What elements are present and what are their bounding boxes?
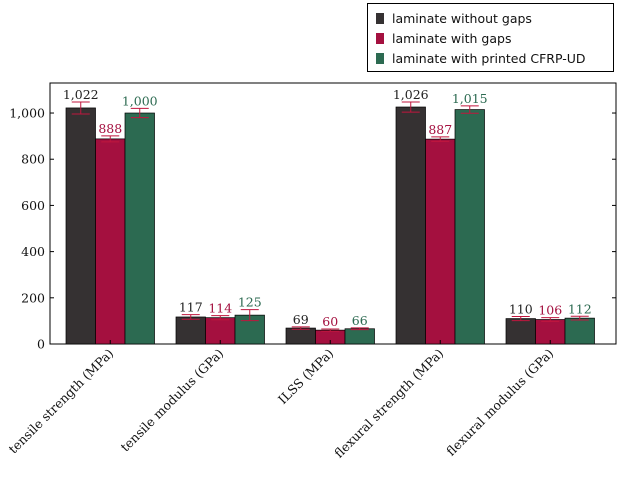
bar <box>95 138 126 345</box>
bar <box>175 316 206 345</box>
legend-label-without-gaps: laminate without gaps <box>392 10 532 26</box>
legend-item-without-gaps: laminate without gaps <box>376 8 607 28</box>
y-tick-label: 200 <box>21 290 45 305</box>
legend-item-with-gaps: laminate with gaps <box>376 28 607 48</box>
data-label: 1,022 <box>63 87 99 102</box>
data-label: 106 <box>538 303 562 318</box>
data-label: 1,015 <box>452 91 488 106</box>
legend-label-printed-cfrp: laminate with printed CFRP-UD <box>392 50 586 66</box>
y-tick-label: 1,000 <box>9 106 45 121</box>
legend: laminate without gaps laminate with gaps… <box>367 3 614 72</box>
x-tick-label: tensile strength (MPa) <box>5 346 116 457</box>
bar <box>285 327 316 345</box>
bar <box>564 317 595 345</box>
x-tick-label: tensile modulus (GPa) <box>117 346 226 455</box>
y-tick-label: 0 <box>37 337 45 352</box>
data-label: 110 <box>509 302 533 317</box>
bar <box>395 106 426 345</box>
data-label: 66 <box>352 313 368 328</box>
data-label: 888 <box>98 121 122 136</box>
data-label: 117 <box>179 300 203 315</box>
legend-label-with-gaps: laminate with gaps <box>392 30 512 46</box>
legend-swatch-without-gaps <box>376 12 384 24</box>
bar <box>454 109 485 345</box>
y-tick-label: 600 <box>21 198 45 213</box>
data-label: 112 <box>568 301 592 316</box>
x-tick-label: ILSS (MPa) <box>275 346 337 408</box>
data-label: 69 <box>293 312 309 327</box>
bar <box>65 107 96 345</box>
legend-swatch-printed-cfrp <box>376 52 384 64</box>
data-label: 1,000 <box>122 93 158 108</box>
bar <box>535 319 566 345</box>
data-label: 60 <box>322 314 338 329</box>
bar <box>344 328 375 345</box>
legend-item-printed-cfrp: laminate with printed CFRP-UD <box>376 48 607 68</box>
bar <box>505 318 536 345</box>
y-tick-label: 400 <box>21 244 45 259</box>
bar <box>425 138 456 345</box>
data-label: 114 <box>208 301 232 316</box>
data-label: 887 <box>428 122 452 137</box>
x-tick-label: flexural modulus (GPa) <box>443 346 556 459</box>
x-tick-label: flexural strength (MPa) <box>331 346 446 461</box>
data-label: 1,026 <box>393 87 429 102</box>
legend-swatch-with-gaps <box>376 32 384 44</box>
y-tick-label: 800 <box>21 152 45 167</box>
bar <box>124 112 155 345</box>
data-label: 125 <box>238 295 262 310</box>
